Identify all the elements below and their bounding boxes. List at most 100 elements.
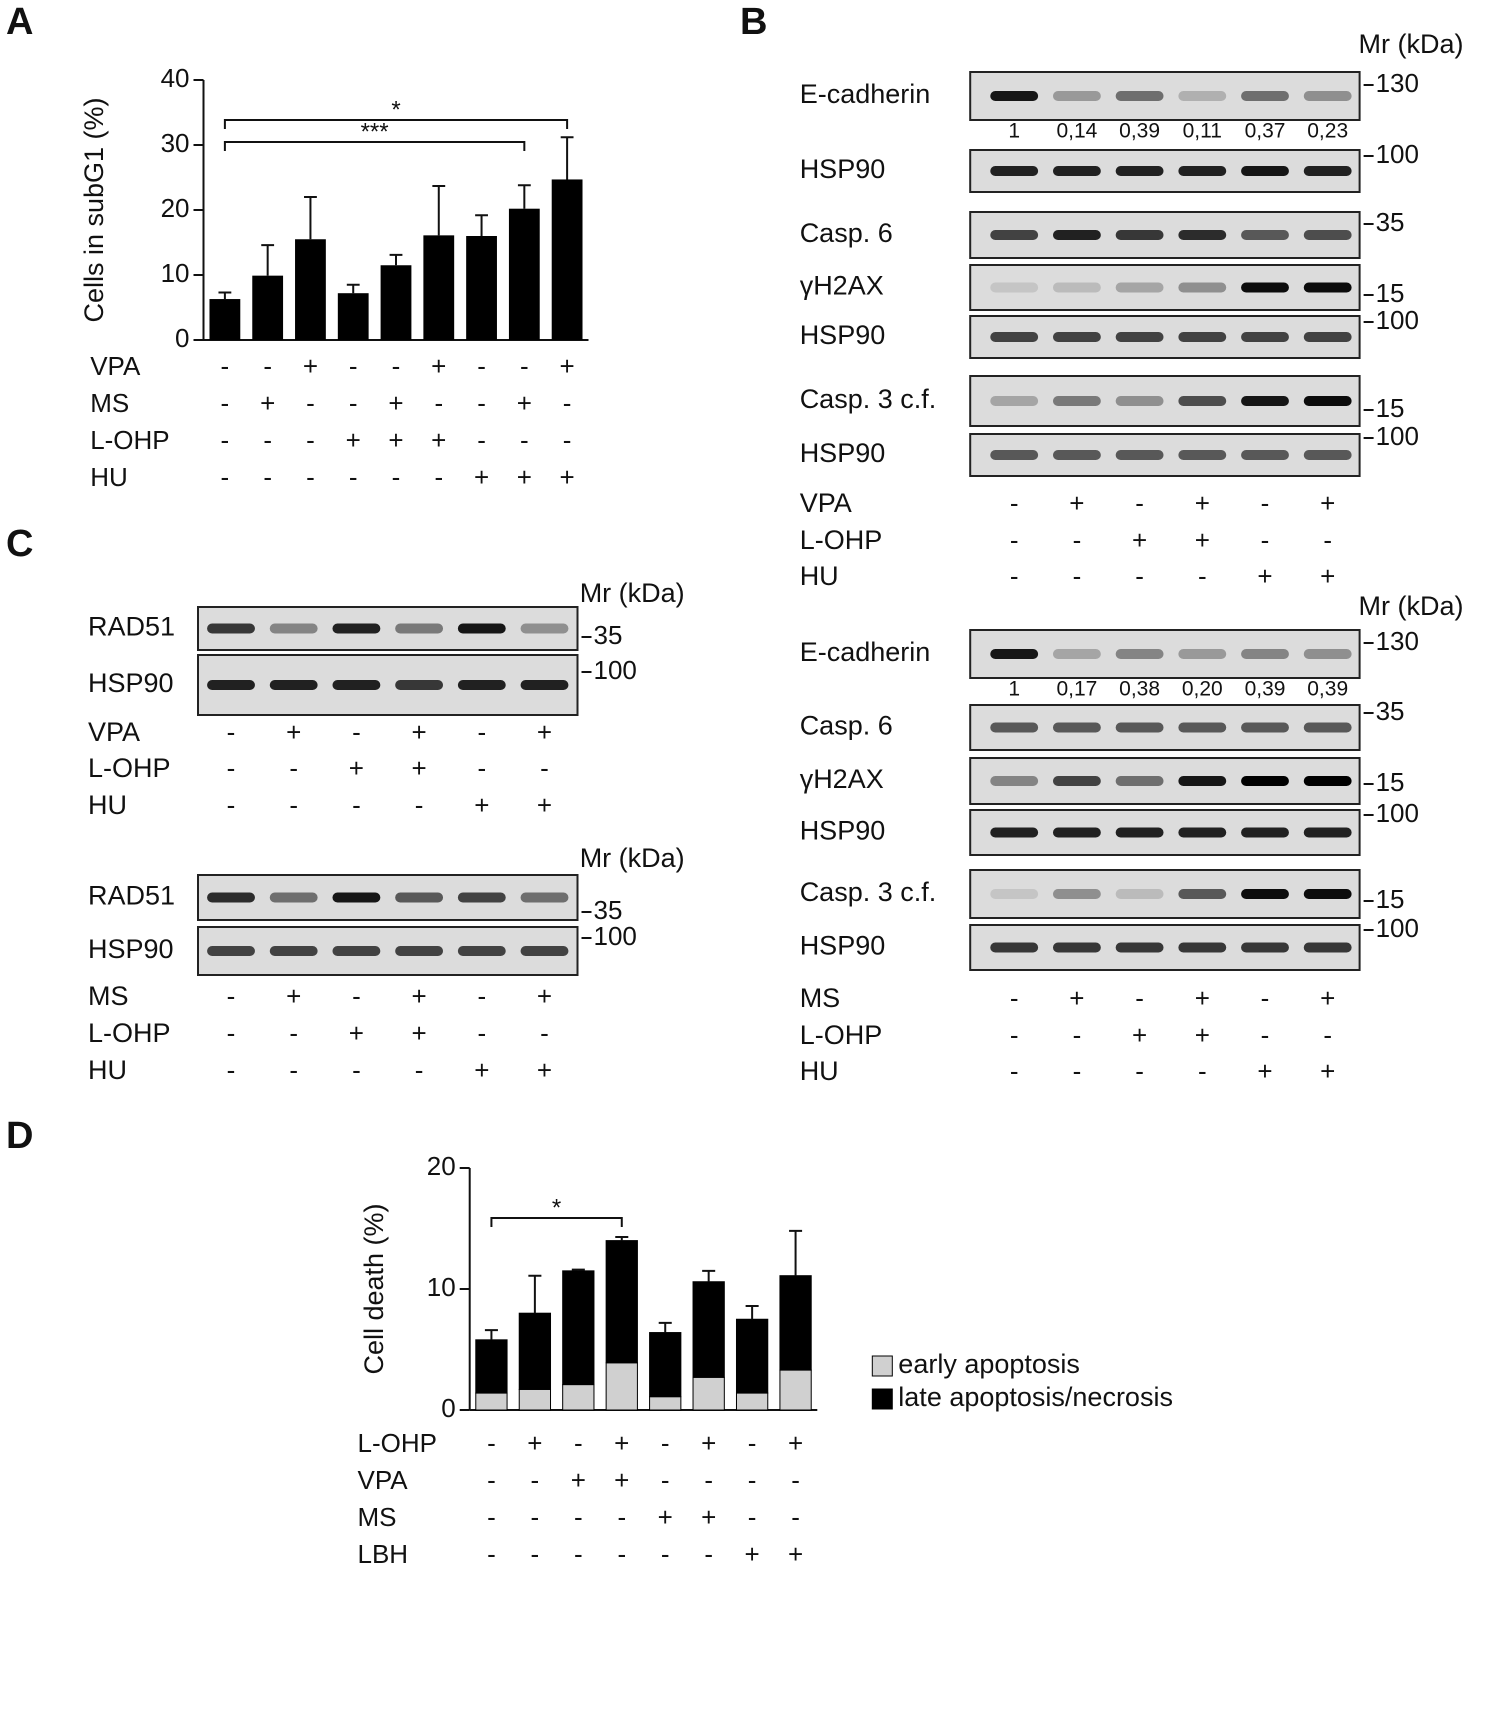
condition-mark: - xyxy=(289,753,298,783)
error-bar xyxy=(517,184,531,209)
marker-label: 35 xyxy=(594,895,623,925)
band xyxy=(990,722,1039,733)
condition-mark: + xyxy=(1257,561,1272,591)
condition-mark: + xyxy=(388,425,403,455)
condition-mark: - xyxy=(221,462,230,492)
band xyxy=(1178,230,1227,240)
bar-segment xyxy=(475,1339,508,1394)
condition-name: HU xyxy=(90,462,128,492)
condition-mark: - xyxy=(574,1428,583,1458)
condition-mark: - xyxy=(531,1502,540,1532)
marker-label: 100 xyxy=(1376,913,1419,943)
quantification: 0,38 xyxy=(1119,678,1160,701)
condition-name: L-OHP xyxy=(800,525,883,555)
condition-mark: - xyxy=(352,981,361,1011)
blot-label: HSP90 xyxy=(88,668,174,698)
blot-label: Casp. 3 c.f. xyxy=(800,877,937,907)
band xyxy=(332,946,381,956)
error-bar xyxy=(528,1274,542,1314)
band xyxy=(269,892,318,903)
quantification: 0,20 xyxy=(1182,678,1223,701)
band xyxy=(1303,450,1352,460)
blot-frame xyxy=(197,654,579,716)
condition-name: MS xyxy=(358,1502,397,1532)
band xyxy=(1303,396,1352,406)
condition-mark: + xyxy=(412,981,427,1011)
significance-bracket xyxy=(223,119,569,129)
error-bar xyxy=(789,1229,803,1276)
marker-label: 100 xyxy=(1376,139,1419,169)
band xyxy=(457,680,506,690)
mr-label: Mr (kDa) xyxy=(1359,591,1464,621)
condition-mark: - xyxy=(227,981,236,1011)
condition-mark: - xyxy=(520,425,529,455)
marker-label: 15 xyxy=(1376,278,1405,308)
condition-mark: + xyxy=(537,1055,552,1085)
error-bar xyxy=(475,214,488,236)
band xyxy=(457,892,506,903)
marker-label: 130 xyxy=(1376,626,1419,656)
significance-label: *** xyxy=(361,118,389,145)
condition-mark: + xyxy=(517,388,532,418)
condition-mark: - xyxy=(1135,1056,1144,1086)
condition-mark: + xyxy=(560,462,575,492)
band xyxy=(1241,91,1289,101)
condition-mark: - xyxy=(531,1539,540,1569)
band xyxy=(1115,166,1164,176)
marker-label: 15 xyxy=(1376,767,1405,797)
condition-mark: + xyxy=(1069,488,1084,518)
marker-label: 100 xyxy=(1376,421,1419,451)
marker-label: 100 xyxy=(594,655,637,685)
band xyxy=(1178,282,1227,293)
marker-label: 15 xyxy=(1376,884,1405,914)
condition-mark: - xyxy=(392,351,401,381)
condition-mark: - xyxy=(306,462,315,492)
condition-mark: - xyxy=(617,1539,626,1569)
band xyxy=(395,623,444,634)
condition-mark: - xyxy=(221,425,230,455)
condition-mark: - xyxy=(1198,1056,1207,1086)
condition-mark: - xyxy=(1073,1020,1082,1050)
blot-label: Casp. 6 xyxy=(800,711,893,741)
condition-mark: + xyxy=(388,388,403,418)
band xyxy=(990,942,1039,953)
marker-label: 35 xyxy=(1376,696,1405,726)
quantification: 0,14 xyxy=(1056,120,1097,143)
condition-mark: - xyxy=(661,1428,670,1458)
marker-label: 100 xyxy=(1376,798,1419,828)
band xyxy=(1178,722,1227,733)
condition-mark: - xyxy=(563,388,572,418)
bar-segment xyxy=(692,1281,725,1378)
condition-mark: + xyxy=(1195,1020,1210,1050)
condition-mark: - xyxy=(477,351,486,381)
band xyxy=(1241,889,1289,899)
y-tick-label: 10 xyxy=(427,1272,456,1302)
condition-mark: - xyxy=(748,1465,757,1495)
blot-label: E-cadherin xyxy=(800,79,931,109)
band xyxy=(1115,722,1164,733)
band xyxy=(990,166,1039,176)
condition-mark: - xyxy=(487,1428,496,1458)
condition-mark: + xyxy=(1132,1020,1147,1050)
bar xyxy=(337,293,369,340)
bar-segment xyxy=(562,1384,595,1411)
band xyxy=(990,396,1039,406)
band xyxy=(1241,282,1289,293)
error-bar xyxy=(432,184,446,236)
band xyxy=(1115,282,1164,293)
band xyxy=(457,623,506,634)
condition-mark: + xyxy=(1195,525,1210,555)
condition-mark: - xyxy=(1135,561,1144,591)
condition-mark: + xyxy=(701,1428,716,1458)
condition-mark: - xyxy=(349,388,358,418)
condition-mark: - xyxy=(434,388,443,418)
band xyxy=(1178,776,1227,786)
condition-mark: - xyxy=(1010,525,1019,555)
band xyxy=(1052,889,1101,899)
condition-mark: - xyxy=(263,351,272,381)
y-tick-label: 0 xyxy=(175,323,189,353)
condition-mark: + xyxy=(1257,1056,1272,1086)
band xyxy=(1303,889,1352,899)
condition-name: MS xyxy=(88,981,129,1011)
band xyxy=(1241,230,1289,240)
